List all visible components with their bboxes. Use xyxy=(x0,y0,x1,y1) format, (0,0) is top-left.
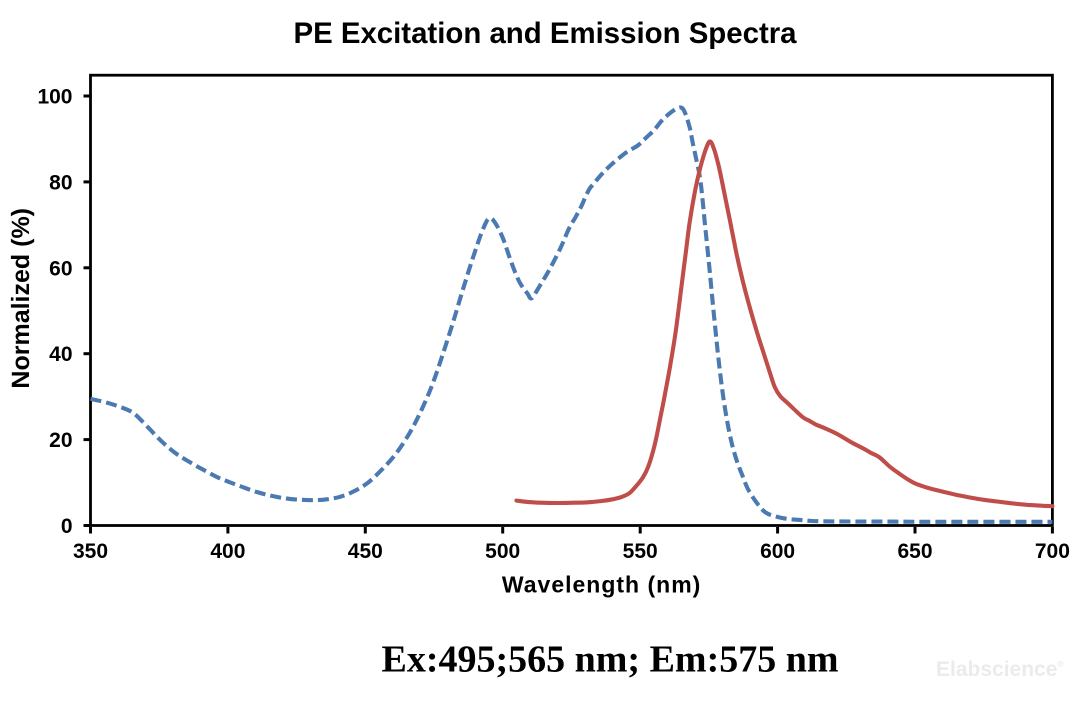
svg-text:Normalized (%): Normalized (%) xyxy=(7,208,35,389)
svg-text:60: 60 xyxy=(49,257,72,280)
svg-text:550: 550 xyxy=(623,540,658,563)
svg-text:Elabscience®: Elabscience® xyxy=(936,658,1064,681)
svg-text:500: 500 xyxy=(485,540,520,563)
svg-text:700: 700 xyxy=(1035,540,1070,563)
svg-text:80: 80 xyxy=(49,171,72,194)
svg-text:Ex:495;565 nm; Em:575 nm: Ex:495;565 nm; Em:575 nm xyxy=(381,638,838,680)
svg-text:0: 0 xyxy=(61,515,73,538)
svg-text:20: 20 xyxy=(49,429,72,452)
svg-text:650: 650 xyxy=(897,540,932,563)
svg-text:Wavelength (nm): Wavelength (nm) xyxy=(502,571,701,597)
svg-text:100: 100 xyxy=(37,86,72,109)
svg-text:450: 450 xyxy=(348,540,383,563)
svg-text:600: 600 xyxy=(760,540,795,563)
svg-text:PE Excitation and Emission Spe: PE Excitation and Emission Spectra xyxy=(293,17,797,50)
svg-text:400: 400 xyxy=(210,540,245,563)
svg-text:350: 350 xyxy=(73,540,108,563)
svg-text:40: 40 xyxy=(49,343,72,366)
